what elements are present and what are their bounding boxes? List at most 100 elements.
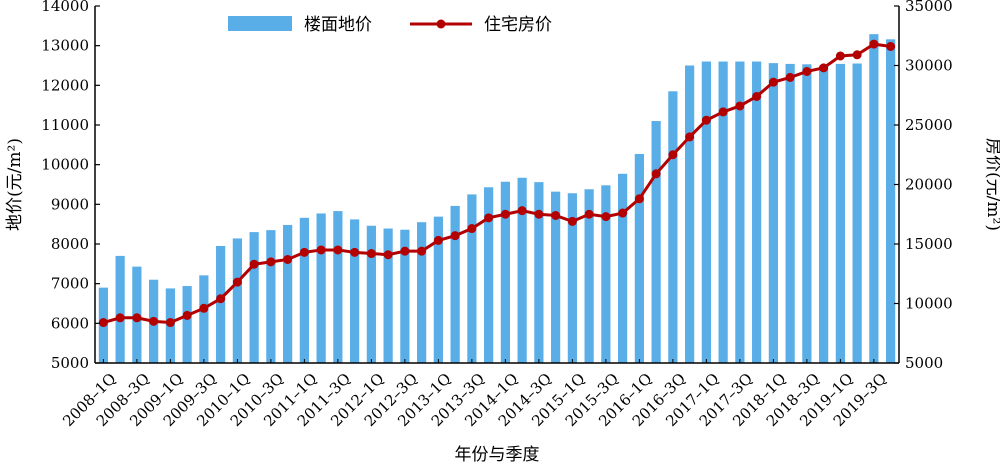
data-point (299, 247, 309, 257)
data-point (316, 245, 326, 255)
data-point (433, 235, 443, 245)
data-point (886, 41, 896, 51)
bar (433, 216, 443, 363)
data-point (584, 209, 594, 219)
legend-marker (436, 19, 446, 29)
data-point (216, 294, 226, 304)
bar-series-land-price (98, 34, 896, 364)
bar (835, 63, 845, 363)
bar (768, 63, 778, 364)
bar (869, 34, 879, 363)
y-tick-label-right: 35000 (905, 0, 953, 15)
data-point (785, 72, 795, 82)
y-tick-label-right: 30000 (905, 57, 953, 75)
data-point (383, 250, 393, 260)
bar (467, 194, 477, 363)
data-point (551, 210, 561, 220)
bar (350, 219, 360, 363)
bar (819, 65, 829, 363)
data-point (400, 246, 410, 256)
bar (718, 61, 728, 363)
data-point (467, 224, 477, 234)
data-point (852, 50, 862, 60)
bar (601, 185, 611, 363)
bar (400, 229, 410, 363)
bar (333, 211, 343, 363)
bar (517, 177, 527, 363)
bar (701, 61, 711, 363)
y-tick-label-left: 12000 (41, 76, 89, 94)
y-tick-label-left: 6000 (51, 314, 89, 332)
bar (752, 61, 762, 363)
data-point (802, 66, 812, 76)
bar (366, 225, 376, 363)
data-point (98, 318, 108, 328)
data-point (199, 303, 209, 313)
bar (283, 224, 293, 363)
data-point (685, 132, 695, 142)
y-tick-label-left: 8000 (51, 235, 89, 253)
y-tick-label-left: 9000 (51, 195, 89, 213)
data-point (366, 249, 376, 259)
data-point (232, 277, 242, 287)
bar (534, 182, 544, 363)
data-point (651, 169, 661, 179)
bar (450, 205, 460, 363)
data-point (350, 247, 360, 257)
legend-swatch-bar (228, 16, 292, 31)
legend-label-bar: 楼面地价 (304, 15, 372, 35)
bar (668, 91, 678, 363)
data-point (819, 63, 829, 73)
data-point (450, 231, 460, 241)
bar (199, 275, 209, 363)
data-point (283, 254, 293, 264)
bar (852, 63, 862, 364)
bar (216, 245, 226, 363)
bar (685, 65, 695, 363)
data-point (567, 216, 577, 226)
data-point (869, 39, 879, 49)
legend-label-line: 住宅房价 (484, 15, 552, 35)
y-tick-label-left: 11000 (41, 116, 89, 134)
bar (266, 230, 276, 363)
data-point (768, 77, 778, 87)
data-point (752, 91, 762, 101)
y-tick-label-right: 5000 (905, 354, 943, 372)
x-axis-title: 年份与季度 (455, 445, 540, 465)
bar (383, 228, 393, 363)
bar (232, 238, 242, 363)
bar (584, 189, 594, 363)
bar (417, 222, 427, 363)
data-point (165, 318, 175, 328)
data-point (534, 209, 544, 219)
y-axis-right-title: 房价(元/m²) (983, 138, 1000, 231)
y-tick-label-left: 13000 (41, 37, 89, 55)
data-point (417, 246, 427, 256)
data-point (249, 259, 259, 269)
data-point (735, 101, 745, 111)
y-tick-label-right: 20000 (905, 176, 953, 194)
data-point (517, 206, 527, 216)
bar (316, 213, 326, 363)
data-point (500, 209, 510, 219)
bar (182, 286, 192, 363)
bar (115, 255, 125, 363)
data-point (668, 150, 678, 160)
bar (735, 61, 745, 363)
data-point (618, 208, 628, 218)
data-point (333, 245, 343, 255)
bar (500, 181, 510, 363)
bar (886, 39, 896, 363)
y-tick-label-right: 15000 (905, 235, 953, 253)
data-point (266, 257, 276, 267)
y-tick-label-left: 5000 (51, 354, 89, 372)
bar (618, 173, 628, 363)
bar (802, 64, 812, 363)
bar (249, 232, 259, 363)
data-point (182, 310, 192, 320)
bar (634, 153, 644, 363)
data-point (634, 194, 644, 204)
legend: 楼面地价 住宅房价 (228, 15, 552, 35)
